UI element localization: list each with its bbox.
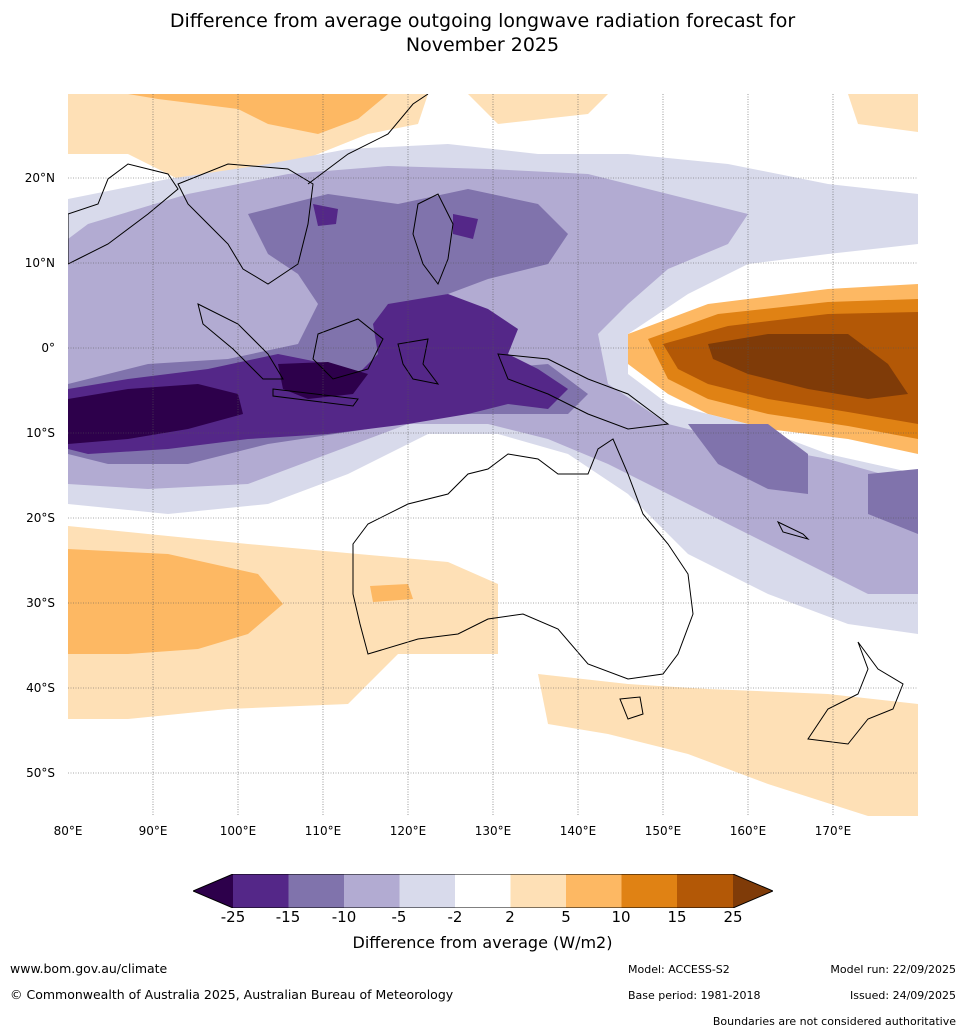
coastlines — [67, 93, 904, 745]
title-line-2: November 2025 — [405, 34, 560, 56]
cbar-tick-7: 10 — [611, 908, 631, 926]
java-coastline — [272, 388, 359, 407]
colorbar-title: Difference from average (W/m2) — [352, 933, 613, 952]
lon-label-120e: 120°E — [389, 824, 427, 838]
lon-label-160e: 160°E — [729, 824, 767, 838]
cbar-seg-0 — [193, 874, 233, 908]
china-coastline — [307, 93, 429, 185]
cbar-seg-3 — [344, 874, 400, 908]
lon-label-100e: 100°E — [219, 824, 257, 838]
anomaly-neg-extreme — [68, 362, 368, 444]
colorbar — [193, 874, 773, 908]
lon-label-150e: 150°E — [644, 824, 682, 838]
indochina-coastline — [177, 163, 314, 285]
anomaly-neg-strong-north — [313, 204, 478, 239]
tasmania-coastline — [619, 696, 644, 720]
disclaimer-text: Boundaries are not considered authoritat… — [712, 1015, 956, 1028]
anomaly-pos-mod-north — [68, 94, 388, 134]
new-guinea-coastline — [497, 353, 670, 430]
lat-label-40s: 40°S — [26, 681, 55, 695]
cbar-tick-4: -2 — [447, 908, 463, 926]
borneo-coastline — [312, 318, 384, 380]
cbar-seg-7 — [566, 874, 622, 908]
anomaly-neg-moderate-coral — [688, 424, 918, 534]
lat-label-20s: 20°S — [26, 511, 55, 525]
model-text: Model: ACCESS-S2 — [628, 963, 730, 976]
lon-label-110e: 110°E — [304, 824, 342, 838]
cbar-tick-2: -10 — [331, 908, 357, 926]
lon-label-130e: 130°E — [474, 824, 512, 838]
lat-label-20n: 20°N — [24, 171, 55, 185]
lon-label-170e: 170°E — [814, 824, 852, 838]
map-area — [67, 93, 918, 816]
anomaly-pos-mod-southindian — [68, 549, 283, 654]
india-coastline — [67, 163, 179, 265]
sulawesi-coastline — [397, 338, 440, 385]
anomaly-pos-mod-aus — [370, 584, 413, 602]
lat-label-10s: 10°S — [26, 426, 55, 440]
sumatra-coastline — [197, 303, 284, 380]
lon-label-90e: 90°E — [138, 824, 168, 838]
lat-label-50s: 50°S — [26, 766, 55, 780]
map-title: Difference from average outgoing longwav… — [0, 9, 965, 57]
australia-coastline — [352, 438, 694, 680]
base-period-text: Base period: 1981-2018 — [628, 989, 761, 1002]
cbar-seg-9 — [677, 874, 733, 908]
cbar-seg-6 — [510, 874, 566, 908]
gridlines — [68, 94, 918, 816]
cbar-tick-9: 25 — [723, 908, 743, 926]
cbar-seg-5 — [455, 874, 511, 908]
anomaly-pos-weak-northpacific — [468, 94, 918, 132]
cbar-seg-1 — [233, 874, 289, 908]
new-caledonia-coastline — [776, 520, 810, 540]
cbar-tick-8: 15 — [667, 908, 687, 926]
cbar-tick-5: 2 — [505, 908, 515, 926]
title-line-1: Difference from average outgoing longwav… — [169, 10, 796, 32]
cbar-seg-4 — [399, 874, 455, 908]
model-run-text: Model run: 22/09/2025 — [830, 963, 956, 976]
website-link[interactable]: www.bom.gov.au/climate — [10, 961, 168, 976]
cbar-tick-1: -15 — [275, 908, 301, 926]
cbar-seg-10 — [733, 874, 773, 908]
cbar-tick-6: 5 — [561, 908, 571, 926]
lon-label-140e: 140°E — [559, 824, 597, 838]
cbar-seg-8 — [621, 874, 677, 908]
issued-text: Issued: 24/09/2025 — [849, 989, 956, 1002]
philippines-coastline — [412, 193, 454, 286]
new-zealand-coastline — [807, 641, 904, 745]
anomaly-pos-extreme-pacific — [708, 334, 908, 399]
cbar-tick-0: -25 — [220, 908, 246, 926]
lat-label-10n: 10°N — [24, 256, 55, 270]
copyright-text: © Commonwealth of Australia 2025, Austra… — [10, 987, 454, 1002]
cbar-seg-2 — [288, 874, 344, 908]
cbar-tick-3: -5 — [391, 908, 407, 926]
anomaly-pos-weak-southern — [538, 674, 918, 816]
lon-label-80e: 80°E — [53, 824, 83, 838]
map-svg — [67, 93, 918, 816]
lat-label-30s: 30°S — [26, 596, 55, 610]
lat-label-0: 0° — [41, 341, 55, 355]
